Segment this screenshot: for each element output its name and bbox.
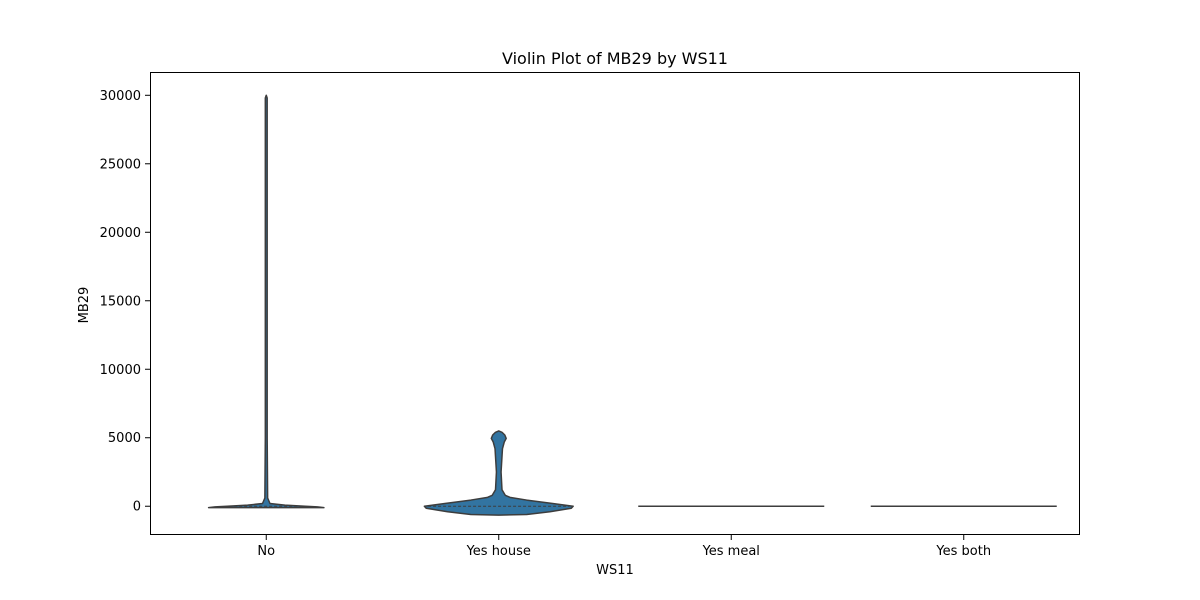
violin-body [207,94,325,509]
y-tick-label: 25000 [100,157,141,172]
x-tick-label: No [257,544,275,559]
y-axis-label: MB29 [77,287,92,324]
violin-no [207,94,325,509]
x-tick-label: Yes house [466,544,531,559]
y-tick-label: 30000 [100,89,141,104]
x-axis: No Yes house Yes meal Yes both [257,535,991,559]
violin-yes-house [423,430,574,516]
y-tick-label: 0 [133,500,141,515]
y-axis: 0 5000 10000 15000 20000 25000 30000 [100,89,150,515]
plot-frame [150,72,1080,535]
y-tick-label: 15000 [100,294,141,309]
x-tick-label: Yes meal [702,544,760,559]
chart-title: Violin Plot of MB29 by WS11 [502,49,728,68]
y-tick-label: 10000 [100,363,141,378]
violin-body [423,430,574,516]
x-axis-label: WS11 [596,563,634,578]
y-tick-label: 20000 [100,226,141,241]
violins-layer [207,94,1057,516]
y-tick-label: 5000 [108,431,141,446]
x-tick-label: Yes both [935,544,991,559]
